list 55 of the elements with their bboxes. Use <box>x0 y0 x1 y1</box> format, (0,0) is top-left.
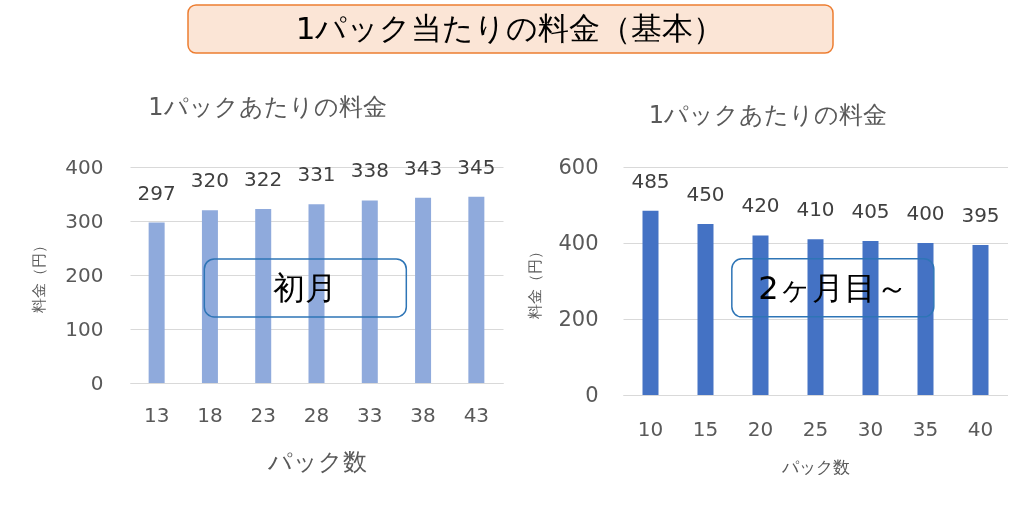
data-label: 322 <box>244 167 283 192</box>
x-tick-label: 20 <box>747 416 774 441</box>
y-tick-label: 400 <box>558 230 599 255</box>
x-tick-label: 28 <box>303 402 330 427</box>
bar <box>468 196 485 383</box>
x-axis-title: パック数 <box>266 447 367 476</box>
data-label: 297 <box>137 180 176 205</box>
data-label: 320 <box>190 168 230 193</box>
x-axis-title: パック数 <box>781 456 850 477</box>
data-label: 331 <box>297 162 336 187</box>
bar <box>255 209 272 383</box>
data-label: 400 <box>906 201 945 225</box>
data-label: 405 <box>851 199 890 224</box>
x-tick-label: 23 <box>250 402 276 427</box>
data-label: 343 <box>403 155 443 180</box>
x-tick-label: 33 <box>357 402 383 427</box>
data-label: 485 <box>631 168 670 193</box>
y-tick-label: 300 <box>65 208 104 233</box>
x-tick-label: 18 <box>197 402 223 427</box>
y-tick-label: 0 <box>90 370 104 395</box>
bar <box>148 222 165 383</box>
y-axis-title: 料金（円） <box>526 244 545 319</box>
y-tick-label: 200 <box>558 306 599 331</box>
data-label: 395 <box>961 202 1000 227</box>
x-tick-label: 10 <box>637 416 664 441</box>
data-label: 410 <box>796 197 835 222</box>
bar <box>917 243 934 395</box>
data-label: 338 <box>350 158 389 183</box>
bar <box>361 200 378 383</box>
chart-title: 1パックあたりの料金 <box>648 101 888 129</box>
y-tick-label: 600 <box>558 154 599 179</box>
text: 1パック当たりの料金（基本） <box>295 10 725 46</box>
bar <box>972 244 989 395</box>
x-tick-label: 38 <box>410 402 436 427</box>
x-tick-label: 13 <box>143 402 170 427</box>
bar <box>697 224 714 395</box>
y-tick-label: 100 <box>65 316 104 341</box>
chart-title: 1パックあたりの料金 <box>148 93 387 121</box>
y-tick-label: 200 <box>65 262 104 287</box>
bar <box>642 210 659 395</box>
data-label: 420 <box>741 193 780 218</box>
x-tick-label: 40 <box>967 416 994 441</box>
bar <box>415 197 432 383</box>
annotation: 初月 <box>273 268 338 307</box>
x-tick-label: 43 <box>463 402 490 427</box>
data-label: 345 <box>457 154 496 179</box>
data-label: 450 <box>686 182 725 206</box>
x-tick-label: 25 <box>802 416 829 441</box>
y-tick-label: 400 <box>65 154 104 179</box>
x-tick-label: 30 <box>857 416 884 441</box>
x-tick-label: 15 <box>692 416 719 441</box>
x-tick-label: 35 <box>912 416 939 441</box>
y-tick-label: 0 <box>585 382 599 407</box>
y-axis-title: 料金（円） <box>30 238 49 313</box>
bar <box>201 210 218 383</box>
